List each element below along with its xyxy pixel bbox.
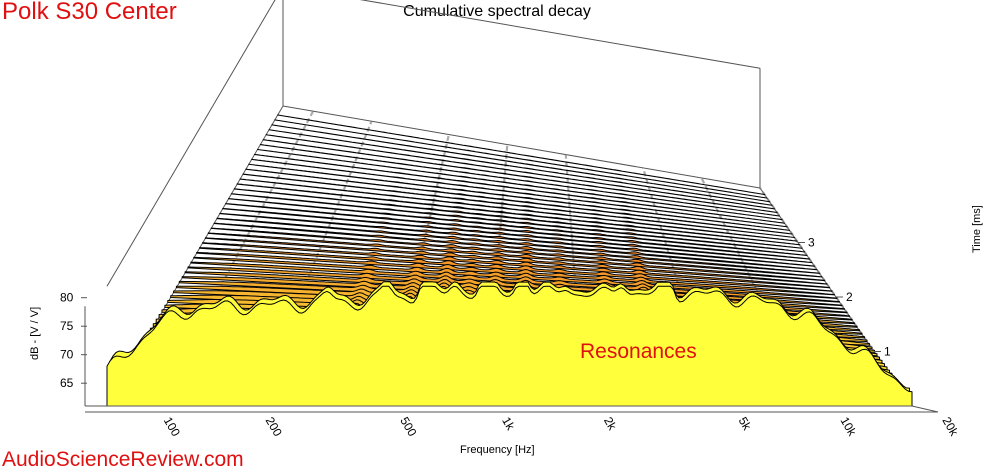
time-tick-label: 1 [884, 345, 891, 359]
db-tick-label: 65 [60, 376, 74, 390]
decay-slice [251, 158, 788, 228]
decay-slice [190, 261, 840, 303]
decay-slice [213, 222, 820, 274]
decay-slice [196, 251, 835, 296]
decay-slice [236, 183, 800, 246]
decay-slice [202, 242, 830, 289]
time-axis-label: Time [ms] [971, 205, 983, 253]
decay-slice [228, 198, 808, 256]
decay-slice [268, 129, 773, 206]
decay-slice [106, 285, 913, 407]
watermark: AudioScienceReview.com [2, 448, 244, 471]
db-tick-label: 80 [60, 291, 74, 305]
freq-tick-label: 100 [161, 415, 183, 440]
left-wall-top [106, 0, 276, 287]
decay-slice [199, 247, 833, 292]
freq-tick-label: 20k [939, 415, 961, 440]
decay-slice [274, 119, 768, 199]
decay-slice [257, 149, 783, 221]
brand-title: Polk S30 Center [2, 0, 177, 25]
freq-axis-label: Frequency [Hz] [460, 444, 535, 456]
decay-slice [225, 203, 810, 260]
freq-tick-label: 2k [601, 415, 620, 434]
decay-slice [245, 168, 793, 235]
decay-slice [204, 237, 828, 285]
decay-slice [262, 139, 778, 213]
decay-slice [277, 114, 766, 195]
decay-slices [106, 114, 913, 407]
db-tick-label: 70 [60, 348, 74, 362]
back-top-edge [359, 0, 761, 69]
decay-slice [254, 153, 786, 224]
back-floor-edge [282, 105, 761, 189]
time-tick-label: 3 [808, 236, 815, 250]
resonances-annotation: Resonances [580, 340, 697, 363]
freq-tick-label: 10k [838, 415, 860, 440]
front-floor-extension [911, 405, 939, 413]
decay-slice [239, 178, 798, 242]
time-tick-label: 2 [846, 290, 853, 304]
decay-slice [242, 173, 795, 238]
decay-slice [216, 217, 818, 271]
decay-slice [265, 134, 776, 210]
db-tick-label: 75 [60, 319, 74, 333]
plot-box-front [84, 306, 939, 413]
freq-tick-label: 5k [736, 415, 755, 434]
decay-slice [259, 144, 781, 217]
decay-slice [222, 208, 813, 264]
db-axis-label: dB - [V / V] [29, 307, 41, 360]
decay-slice [248, 163, 790, 231]
chart-title: Cumulative spectral decay [403, 3, 591, 20]
decay-slice [193, 256, 838, 299]
freq-tick-label: 1k [499, 415, 518, 434]
decay-slice [233, 188, 803, 249]
freq-tick-label: 500 [397, 415, 419, 440]
freq-tick-label: 200 [263, 415, 285, 440]
decay-slice [210, 227, 823, 278]
decay-slice [207, 232, 825, 282]
decay-slice [271, 124, 771, 203]
decay-slice [230, 193, 805, 253]
decay-slice [219, 212, 815, 267]
